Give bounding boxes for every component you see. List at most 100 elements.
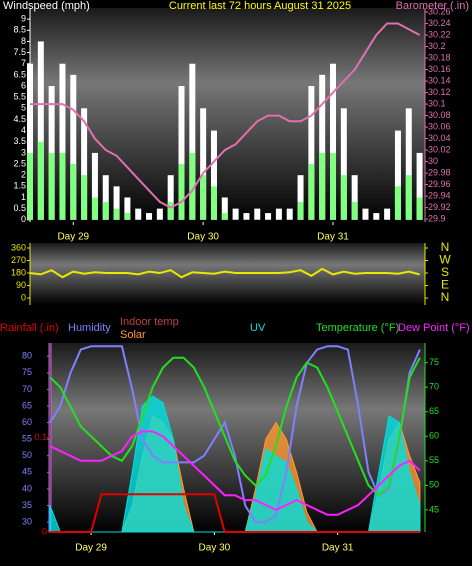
wind-bar [200,175,207,220]
header-title: Current last 72 hours August 31 2025 [169,0,351,12]
legend-label: Solar [120,329,146,341]
wind-bar [102,201,109,220]
wind-bar [124,197,131,220]
header-indoor-label: Indoor temp [120,316,179,328]
legend-label: Temperature (°F) [316,322,399,334]
wind-bar [286,208,293,220]
wind-bar [210,130,217,220]
tick-label: 360 [11,242,26,252]
tick-label: 4 [21,125,26,135]
wind-bar [394,186,401,220]
wind-bar [221,213,228,220]
wind-bar [27,152,33,220]
wind-bar [319,74,326,220]
wind-bar [189,152,196,220]
tick-label: 29.94 [428,190,451,200]
tick-label: 30.22 [428,29,451,39]
wind-bar [146,213,153,220]
wind-bar [416,152,423,220]
wind-bar [189,63,196,220]
tick-label: 45 [429,504,439,514]
tick-label: 0.1 [34,432,47,442]
tick-label: 40 [22,483,32,493]
wind-bar [167,175,174,220]
tick-label: 30.06 [428,121,451,131]
tick-label: 9 [21,14,26,24]
wind-bar [70,74,77,220]
wind-bar [416,197,423,220]
tick-label: 3 [21,147,26,157]
tick-label: 8.5 [13,25,26,35]
wind-bar [113,208,120,220]
wind-bar [330,63,337,220]
tick-label: 30.04 [428,133,451,143]
wind-bar [27,63,33,220]
tick-label: 50 [22,450,32,460]
tick-label: 1.5 [13,181,26,191]
tick-label: 30.2 [428,41,446,51]
tick-label: 45 [22,467,32,477]
line [50,493,420,533]
tick-label: 55 [429,455,439,465]
wind-bar [275,208,282,220]
tick-label: 6.5 [13,69,26,79]
tick-label: 29.96 [428,179,451,189]
tick-label: 30 [22,516,32,526]
tick-label: 30.16 [428,64,451,74]
tick-label: 30.08 [428,110,451,120]
tick-label: 35 [22,500,32,510]
wind-bar [210,186,217,220]
wind-bar [221,197,228,220]
tick-label: 0 [42,526,47,536]
tick-label: 55 [22,434,32,444]
day-label: Day 31 [317,232,349,243]
day-label: Day 29 [57,232,89,243]
tick-label: 30.1 [428,98,446,108]
tick-label: 90 [16,280,26,290]
wind-bar [200,108,207,220]
wind-bar [351,201,358,220]
tick-label: 70 [22,384,32,394]
tick-label: 29.9 [428,213,446,223]
wind-bar [81,108,88,220]
wind-bar [243,213,250,220]
wind-bar [48,152,55,220]
tick-label: 0 [21,292,26,302]
wind-bar [308,164,315,220]
tick-label: 7.5 [13,47,26,57]
tick-label: 0 [21,214,26,224]
day-label: Day 31 [322,543,354,554]
tick-label: 8 [21,36,26,46]
legend-label: Rainfall (.in) [0,322,59,334]
day-label: Day 30 [187,232,219,243]
tick-label: 2.5 [13,158,26,168]
line [29,267,420,279]
wind-bar [124,213,131,220]
tick-label: W [439,253,451,267]
wind-bar [135,208,142,220]
tick-label: 30 [428,156,438,166]
wind-bar [405,108,412,220]
tick-label: 30.02 [428,144,451,154]
wind-bar [167,201,174,220]
line [49,345,421,524]
wind-bar [59,63,66,220]
legend-label: Humidity [68,322,111,334]
wind-bar [178,86,185,220]
tick-label: S [441,265,449,279]
wind-bar [297,201,304,220]
line [49,430,421,516]
tick-label: 75 [22,367,32,377]
tick-label: 1 [21,192,26,202]
tick-label: 70 [429,382,439,392]
tick-label: 29.98 [428,167,451,177]
plot-area [30,8,425,222]
wind-bar [102,175,109,220]
wind-bar [91,197,98,220]
wind-bar [37,41,44,220]
tick-label: 5.5 [13,92,26,102]
wind-bar [384,208,391,220]
tick-label: 30.12 [428,87,451,97]
day-label: Day 29 [75,543,107,554]
